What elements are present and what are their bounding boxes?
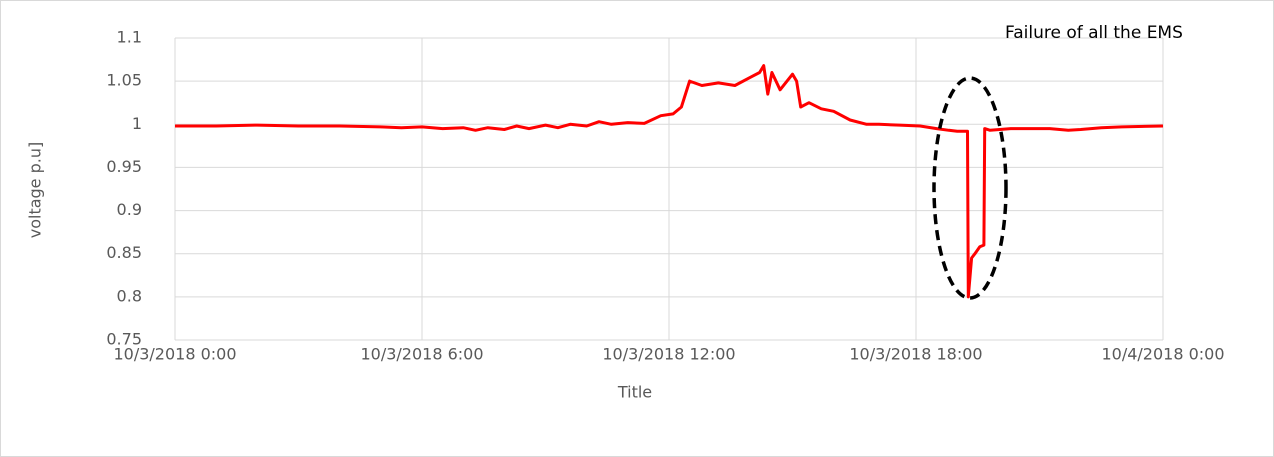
y-tick-label: 0.75 [106, 330, 142, 349]
line-series [175, 64, 1164, 299]
x-axis-label: Title [617, 383, 652, 402]
x-tick-label: 10/3/2018 6:00 [360, 345, 483, 364]
x-tick-label: 10/4/2018 0:00 [1101, 345, 1224, 364]
y-tick-label: 0.95 [106, 157, 142, 176]
annotation-ellipse [932, 76, 1008, 300]
y-tick-label: 0.85 [106, 243, 142, 262]
x-tick-label: 10/3/2018 18:00 [849, 345, 982, 364]
x-tick-label: 10/3/2018 12:00 [602, 345, 735, 364]
x-tick-label: 10/3/2018 0:00 [113, 345, 236, 364]
y-axis-label: voltage p.u] [26, 142, 45, 239]
y-tick-label: 0.9 [117, 200, 142, 219]
y-tick-label: 1.05 [106, 71, 142, 90]
y-tick-label: 1.1 [117, 28, 142, 47]
y-tick-label: 0.8 [117, 286, 142, 305]
y-tick-label: 1 [132, 114, 142, 133]
annotation-text: Failure of all the EMS [1005, 23, 1183, 43]
